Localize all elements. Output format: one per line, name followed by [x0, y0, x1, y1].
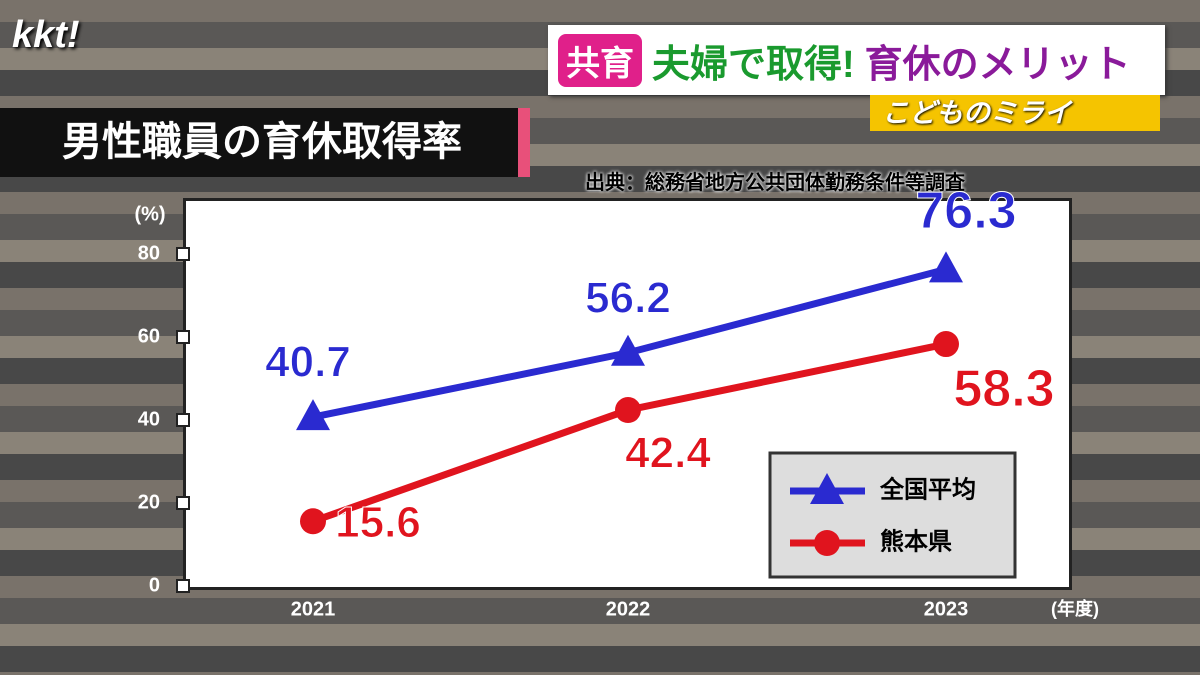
- x-tick-label: 2023: [924, 598, 969, 620]
- banner-headline: 育休のメリット: [864, 43, 1131, 86]
- marker: [810, 473, 844, 504]
- banner: 共育 夫婦で取得! 育休のメリット: [548, 25, 1165, 95]
- banner-headline: 夫婦で取得!: [652, 43, 855, 86]
- data-label: 40.7: [265, 338, 351, 387]
- tick-mark: [176, 330, 190, 344]
- tick-mark: [176, 496, 190, 510]
- data-label: 15.6: [335, 498, 421, 547]
- data-label: 42.4: [625, 429, 711, 478]
- marker: [933, 331, 959, 358]
- x-tick-label: 2022: [606, 598, 651, 620]
- x-tick-label: 2021: [291, 598, 336, 620]
- y-axis-label: (%): [134, 203, 165, 225]
- x-axis-label: (年度): [1051, 598, 1099, 619]
- y-tick-label: 40: [138, 408, 160, 430]
- marker: [300, 508, 326, 535]
- tick-mark: [176, 579, 190, 593]
- data-label: 56.2: [585, 273, 671, 322]
- y-tick-label: 20: [138, 491, 160, 513]
- y-tick-label: 0: [149, 574, 160, 596]
- tick-mark: [176, 247, 190, 261]
- data-label: 76.3: [915, 182, 1016, 240]
- marker: [615, 397, 641, 424]
- source: 出典：総務省地方公共団体勤務条件等調査: [585, 172, 965, 194]
- y-tick-label: 60: [138, 325, 160, 347]
- corner-badge: こどものミライ: [870, 95, 1160, 131]
- y-tick-label: 80: [138, 242, 160, 264]
- marker: [814, 530, 840, 556]
- legend-box: [768, 451, 1017, 579]
- legend-label: 熊本県: [880, 527, 952, 555]
- marker: [929, 251, 963, 283]
- marker: [611, 334, 645, 366]
- banner-tag: 共育: [558, 33, 642, 87]
- marker: [296, 399, 330, 431]
- data-label: 58.3: [953, 360, 1054, 418]
- tick-mark: [176, 413, 190, 427]
- legend-label: 全国平均: [879, 475, 976, 503]
- logo: kkt!: [12, 14, 80, 56]
- chart-title: 男性職員の育休取得率: [0, 108, 530, 177]
